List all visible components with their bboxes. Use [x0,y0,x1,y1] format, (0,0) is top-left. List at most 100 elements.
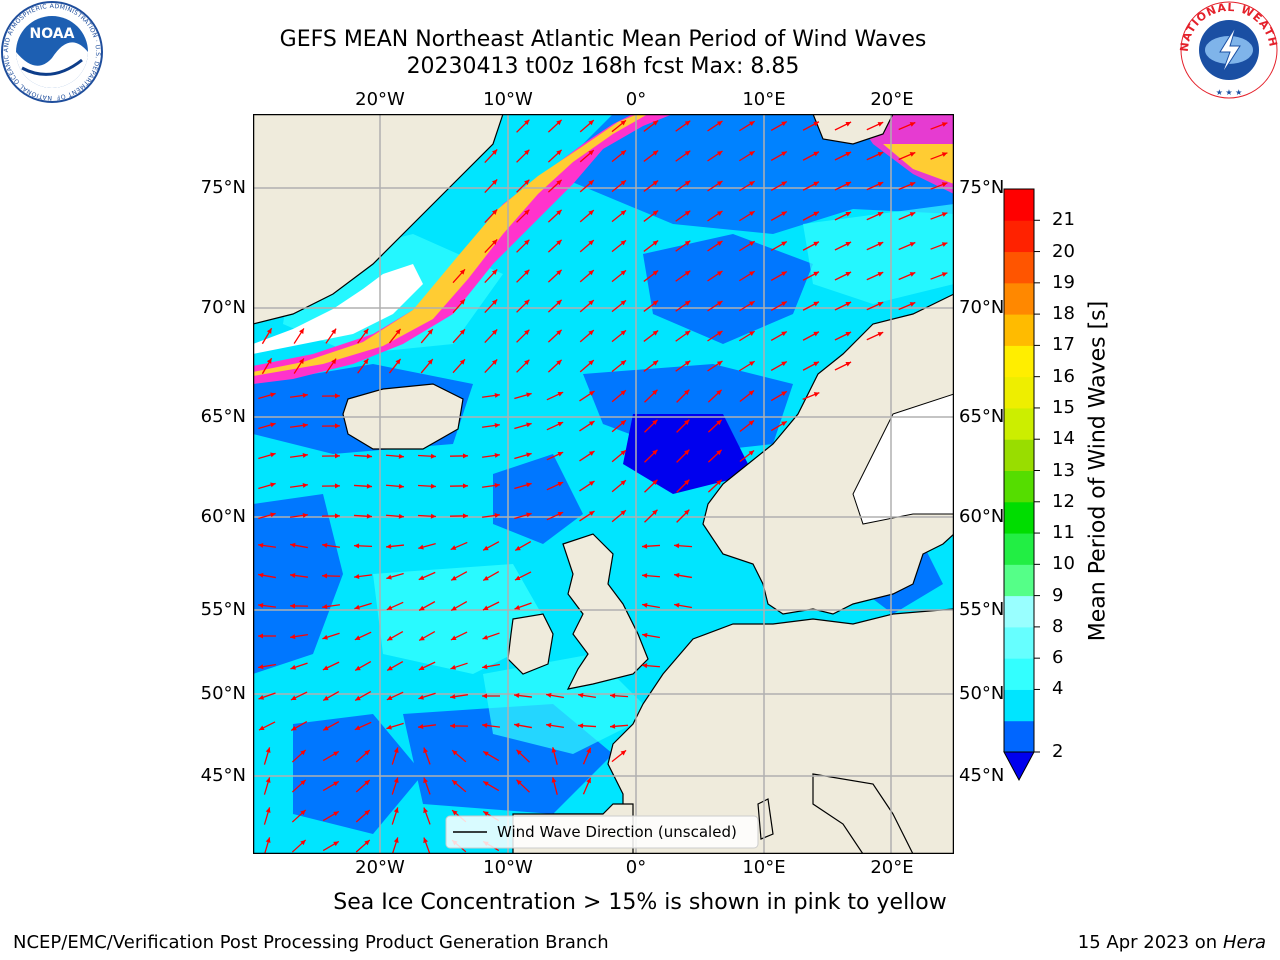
wind-arrow-head [652,210,659,216]
wind-arrow-head [551,747,557,753]
wind-arrow-head [845,121,852,127]
wind-arrow-head [491,269,498,275]
wind-arrow-head [877,122,884,127]
wind-arrow-head [716,361,723,366]
colorbar-tick: 17 [1052,334,1075,356]
wind-arrow-head [395,358,401,365]
wind-arrow-head [300,839,306,846]
wind-arrow-head [494,512,500,518]
lat-tick-left: 65°N [200,406,246,427]
wind-arrow-head [620,210,626,216]
wind-arrow-head [300,809,306,816]
wind-arrow-head [491,359,498,365]
wind-arrow-head [393,777,399,783]
colorbar-tick: 14 [1052,428,1075,450]
wind-arrow-head [418,544,424,550]
lon-tick-bottom: 10°W [483,857,533,878]
graticule [253,114,954,854]
wind-arrow-head [258,633,264,639]
wind-arrow-head [716,389,722,396]
wind-arrow-head [494,392,500,398]
map-legend: Wind Wave Direction (unscaled) [445,815,759,849]
wind-arrow-head [588,330,594,336]
wind-arrow-head [620,390,626,396]
wind-arrow-head [386,695,393,700]
wind-arrow-head [546,692,552,698]
lat-tick-left: 60°N [200,506,246,527]
wind-arrow-head [524,179,530,185]
wind-arrow-head [781,331,787,337]
wind-arrow-head [716,241,723,246]
wind-arrow-head [813,211,819,217]
wind-arrow-head [620,180,626,186]
wind-arrow-head [387,665,393,671]
wind-arrow-head [620,270,626,276]
wind-arrow-head [909,302,916,307]
lon-tick-bottom: 10°E [742,857,786,878]
wind-arrow-head [398,453,404,459]
wind-arrow-head [652,330,659,336]
wind-arrow-head [588,210,594,216]
wind-arrow-head [877,152,884,157]
lon-tick-bottom: 20°W [355,857,405,878]
wind-arrow-head [354,543,360,549]
wind-arrow-head [588,481,595,486]
wind-arrow-head [557,482,564,487]
wind-arrow-head [452,810,458,816]
wind-arrow-head [364,840,370,846]
lon-tick-top: 10°E [742,89,786,110]
wind-arrow-head [514,604,521,610]
wind-arrow-head [290,664,296,670]
wind-arrow-head [642,602,648,608]
wind-arrow-head [290,695,297,701]
chart-title: GEFS MEAN Northeast Atlantic Mean Period… [279,27,927,52]
footer-date-text: 15 Apr 2023 on [1077,932,1223,953]
wind-arrow-head [393,747,399,753]
wind-arrow-head [652,360,659,366]
wind-arrow-head [551,777,557,783]
footer-date: 15 Apr 2023 on Hera [1078,932,1266,953]
wind-arrow-head [684,240,691,246]
wind-arrow-head [418,694,424,700]
wind-arrow-head [684,300,691,306]
wind-arrow-head [355,695,361,701]
wind-arrow-head [322,573,328,579]
wind-arrow-head [524,239,530,245]
colorbar-tick: 8 [1052,615,1064,637]
wind-arrow-head [331,328,337,335]
lon-tick-top: 0° [625,89,647,110]
wind-arrow-head [266,358,272,364]
wind-arrow-head [909,212,916,217]
wind-arrow-head [674,602,680,608]
wind-arrow-head [749,271,755,277]
wind-arrow-head [748,390,755,396]
wind-arrow-head [781,151,787,157]
wind-arrow-head [781,181,787,187]
wind-arrow-head [588,300,594,306]
wind-arrow-head [588,240,594,246]
wind-arrow-head [813,271,819,277]
wind-arrow-head [813,151,819,157]
wind-arrow-head [258,572,264,578]
wind-arrow-head [877,332,884,337]
wind-arrow-head [494,482,500,488]
wind-arrow-head [462,513,468,519]
wind-arrow-head [578,692,584,698]
wind-arrow-head [845,241,852,247]
wind-arrow-head [941,272,948,277]
lat-tick-right: 55°N [959,599,1005,620]
wind-arrow-head [524,299,530,305]
wind-arrow-head [557,452,564,457]
wind-arrow-head [684,389,690,395]
wind-arrow-head [610,693,616,699]
colorbar-segment [1004,407,1034,440]
wind-arrow-head [781,121,787,127]
colorbar-segment [1004,564,1034,597]
wind-arrow-head [526,452,532,458]
wind-arrow-head [877,272,884,277]
wind-arrow-head [302,512,308,518]
wind-arrow-head [526,482,532,488]
wind-arrow-head [482,634,489,640]
wind-arrow-head [459,359,465,365]
wind-arrow-head [620,480,626,486]
